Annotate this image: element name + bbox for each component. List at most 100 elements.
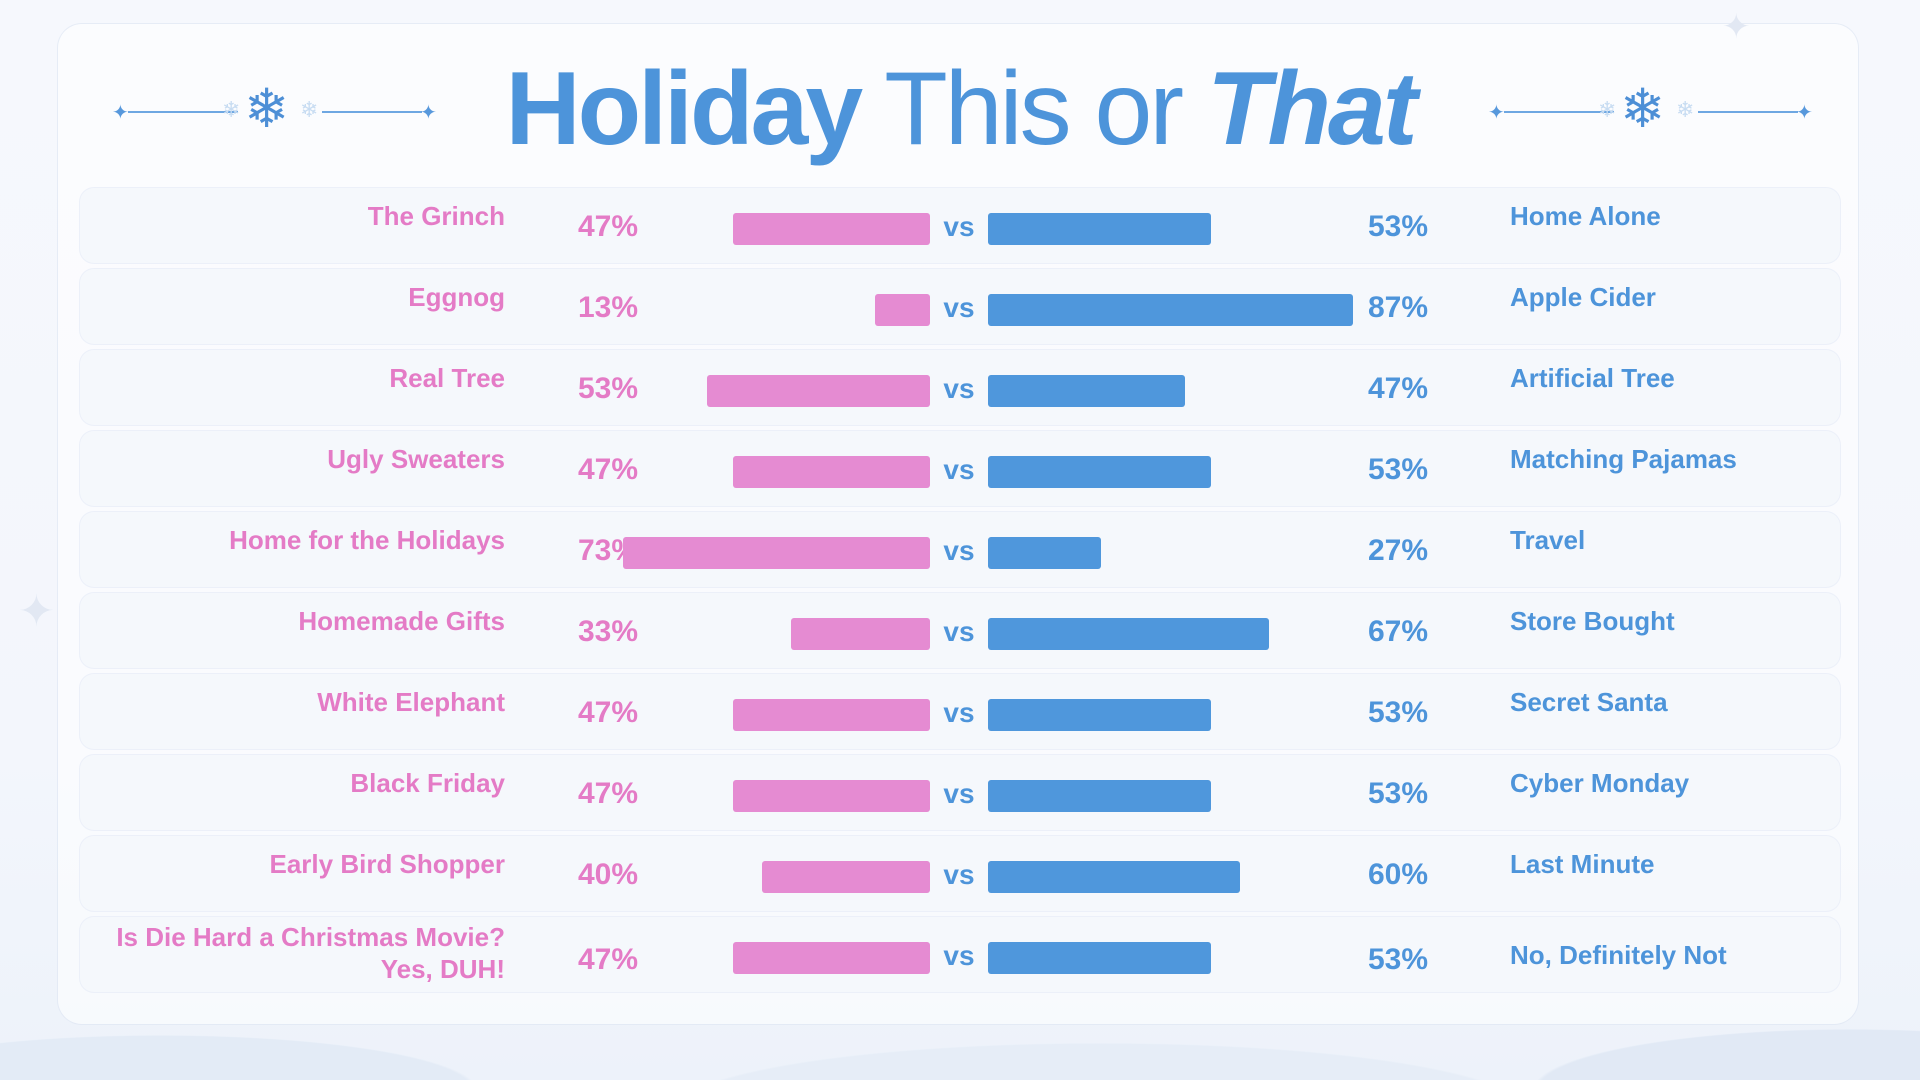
right-option-label: Last Minute bbox=[1510, 849, 1655, 879]
row-band bbox=[80, 188, 1840, 263]
right-bar bbox=[988, 942, 1211, 974]
ornament-line bbox=[1504, 111, 1614, 113]
left-percent-label: 47% bbox=[578, 777, 639, 810]
row-band bbox=[80, 512, 1840, 587]
snowflake-icon: ❄ bbox=[222, 98, 241, 123]
left-option-label: Eggnog bbox=[408, 282, 505, 312]
right-option-label: Store Bought bbox=[1510, 606, 1675, 636]
vs-label: vs bbox=[943, 373, 975, 404]
right-option-label: Home Alone bbox=[1510, 201, 1661, 231]
left-percent-label: 47% bbox=[578, 696, 639, 729]
left-bar bbox=[733, 456, 930, 488]
ornament-line bbox=[1698, 111, 1798, 113]
left-percent-label: 13% bbox=[578, 291, 639, 324]
title-word-this-or: This or bbox=[884, 51, 1184, 167]
right-bar bbox=[988, 861, 1240, 893]
left-percent-label: 47% bbox=[578, 453, 639, 486]
left-option-label-line: Is Die Hard a Christmas Movie? bbox=[116, 922, 505, 952]
right-bar bbox=[988, 294, 1353, 326]
vs-label: vs bbox=[943, 535, 975, 566]
snowflake-icon: ❄ bbox=[1598, 98, 1617, 123]
left-option-label-line: Yes, DUH! bbox=[380, 954, 505, 984]
vs-label: vs bbox=[943, 859, 975, 890]
chart-row: Home for the Holidays 73% vs 27% Travel bbox=[0, 512, 1920, 593]
chart-row: White Elephant 47% vs 53% Secret Santa bbox=[0, 674, 1920, 755]
left-percent-label: 53% bbox=[578, 372, 639, 405]
right-percent-label: 60% bbox=[1368, 858, 1429, 891]
right-percent-label: 53% bbox=[1368, 943, 1429, 976]
right-bar bbox=[988, 618, 1269, 650]
left-option-label: White Elephant bbox=[317, 687, 505, 717]
row-band bbox=[80, 755, 1840, 830]
left-bar bbox=[762, 861, 930, 893]
left-bar bbox=[707, 375, 930, 407]
ornament-line bbox=[322, 111, 422, 113]
left-bar bbox=[791, 618, 930, 650]
ornament-right: ✦ ❄ ❄ ❄ ✦ bbox=[1488, 82, 1818, 142]
left-bar bbox=[733, 780, 930, 812]
left-bar bbox=[733, 699, 930, 731]
right-percent-label: 53% bbox=[1368, 453, 1429, 486]
chart-row: Early Bird Shopper 40% vs 60% Last Minute bbox=[0, 836, 1920, 917]
row-band bbox=[80, 674, 1840, 749]
chart-row: Real Tree 53% vs 47% Artificial Tree bbox=[0, 350, 1920, 431]
right-percent-label: 67% bbox=[1368, 615, 1429, 648]
right-bar bbox=[988, 375, 1185, 407]
chart-row: Homemade Gifts 33% vs 67% Store Bought bbox=[0, 593, 1920, 674]
sparkle-icon: ✦ bbox=[1722, 7, 1751, 47]
sparkle-icon: ✦ bbox=[420, 100, 437, 124]
left-percent-label: 33% bbox=[578, 615, 639, 648]
left-option-label: Early Bird Shopper bbox=[269, 849, 506, 879]
vs-label: vs bbox=[943, 616, 975, 647]
right-option-label: Cyber Monday bbox=[1510, 768, 1690, 798]
right-percent-label: 47% bbox=[1368, 372, 1429, 405]
chart-row: Black Friday 47% vs 53% Cyber Monday bbox=[0, 755, 1920, 836]
ornament-line bbox=[128, 111, 238, 113]
right-bar bbox=[988, 456, 1211, 488]
left-bar bbox=[875, 294, 930, 326]
left-bar bbox=[623, 537, 930, 569]
row-band bbox=[80, 917, 1840, 992]
row-band bbox=[80, 269, 1840, 344]
row-band bbox=[80, 431, 1840, 506]
sparkle-icon: ✦ bbox=[1796, 100, 1813, 124]
left-option-label: Real Tree bbox=[389, 363, 505, 393]
right-percent-label: 53% bbox=[1368, 210, 1429, 243]
right-option-label: Travel bbox=[1510, 525, 1586, 555]
row-band bbox=[80, 836, 1840, 911]
sparkle-icon: ✦ bbox=[1488, 100, 1505, 124]
right-percent-label: 27% bbox=[1368, 534, 1429, 567]
left-percent-label: 47% bbox=[578, 943, 639, 976]
snowflake-icon: ❄ bbox=[244, 77, 290, 140]
vs-label: vs bbox=[943, 697, 975, 728]
right-bar bbox=[988, 780, 1211, 812]
sparkle-icon: ✦ bbox=[112, 100, 129, 124]
right-percent-label: 87% bbox=[1368, 291, 1429, 324]
snowflake-icon: ❄ bbox=[1676, 98, 1695, 123]
title-word-holiday: Holiday bbox=[505, 51, 864, 167]
ornament-left: ✦ ❄ ❄ ❄ ✦ bbox=[112, 82, 442, 142]
left-option-label: Home for the Holidays bbox=[229, 525, 505, 555]
left-percent-label: 40% bbox=[578, 858, 639, 891]
right-bar bbox=[988, 699, 1211, 731]
left-percent-label: 47% bbox=[578, 210, 639, 243]
title-word-that: That bbox=[1206, 51, 1418, 167]
left-bar bbox=[733, 213, 930, 245]
right-option-label: Matching Pajamas bbox=[1510, 444, 1737, 474]
row-band bbox=[80, 593, 1840, 668]
right-option-label: Secret Santa bbox=[1510, 687, 1668, 717]
comparison-rows: The Grinch 47% vs 53% Home Alone Eggnog 13% vs 8… bbox=[0, 188, 1920, 998]
vs-label: vs bbox=[943, 778, 975, 809]
right-bar bbox=[988, 213, 1211, 245]
left-option-label: Black Friday bbox=[350, 768, 505, 798]
vs-label: vs bbox=[943, 211, 975, 242]
vs-label: vs bbox=[943, 292, 975, 323]
chart-row: The Grinch 47% vs 53% Home Alone bbox=[0, 188, 1920, 269]
right-option-label: No, Definitely Not bbox=[1510, 940, 1727, 970]
snowflake-icon: ❄ bbox=[1620, 77, 1666, 140]
left-option-label: Ugly Sweaters bbox=[327, 444, 505, 474]
left-option-label: Is Die Hard a Christmas Movie? Yes, DUH! bbox=[116, 921, 505, 985]
right-percent-label: 53% bbox=[1368, 777, 1429, 810]
right-option-label: Apple Cider bbox=[1510, 282, 1656, 312]
page-title: Holiday This or That bbox=[0, 52, 1920, 166]
